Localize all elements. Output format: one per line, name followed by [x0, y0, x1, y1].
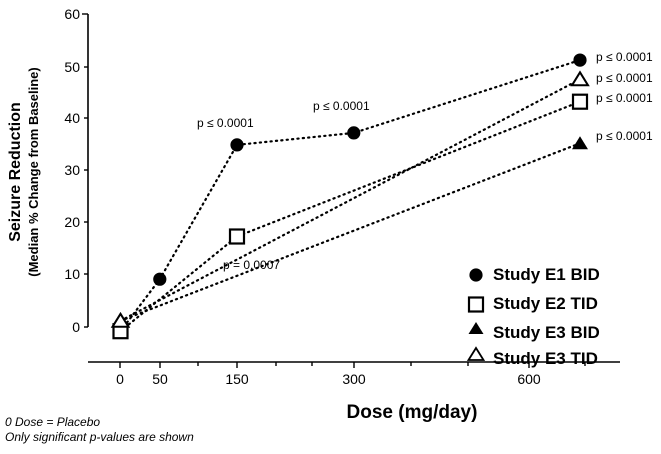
svg-text:0: 0: [116, 371, 124, 387]
svg-text:p ≤ 0.0001: p ≤ 0.0001: [313, 99, 370, 113]
svg-text:p ≤ 0.0001: p ≤ 0.0001: [596, 129, 653, 143]
svg-text:Dose (mg/day): Dose (mg/day): [347, 402, 478, 423]
svg-text:30: 30: [64, 162, 80, 178]
svg-text:Study E3 TID: Study E3 TID: [493, 349, 598, 368]
svg-text:0: 0: [72, 319, 80, 335]
svg-text:p ≤ 0.0001: p ≤ 0.0001: [197, 116, 254, 130]
svg-text:Only significant p-values are: Only significant p-values are shown: [5, 430, 194, 444]
svg-text:10: 10: [64, 266, 80, 282]
svg-text:0 Dose = Placebo: 0 Dose = Placebo: [5, 415, 100, 429]
svg-text:Study E1 BID: Study E1 BID: [493, 265, 600, 284]
svg-text:50: 50: [64, 59, 80, 75]
svg-text:600: 600: [517, 371, 541, 387]
svg-text:p ≤ 0.0001: p ≤ 0.0001: [596, 91, 653, 105]
svg-text:Seizure Reduction: Seizure Reduction: [7, 102, 24, 242]
svg-text:20: 20: [64, 214, 80, 230]
svg-text:(Median % Change from Baseline: (Median % Change from Baseline): [26, 67, 41, 276]
svg-text:40: 40: [64, 110, 80, 126]
svg-text:p = 0.0007: p = 0.0007: [223, 258, 280, 272]
svg-text:Study E2 TID: Study E2 TID: [493, 294, 598, 313]
svg-text:p ≤ 0.0001: p ≤ 0.0001: [596, 71, 653, 85]
svg-text:150: 150: [225, 371, 249, 387]
svg-text:p ≤ 0.0001: p ≤ 0.0001: [596, 50, 653, 64]
svg-text:Study E3 BID: Study E3 BID: [493, 323, 600, 342]
svg-text:50: 50: [152, 371, 168, 387]
svg-text:60: 60: [64, 6, 80, 22]
svg-text:300: 300: [342, 371, 366, 387]
